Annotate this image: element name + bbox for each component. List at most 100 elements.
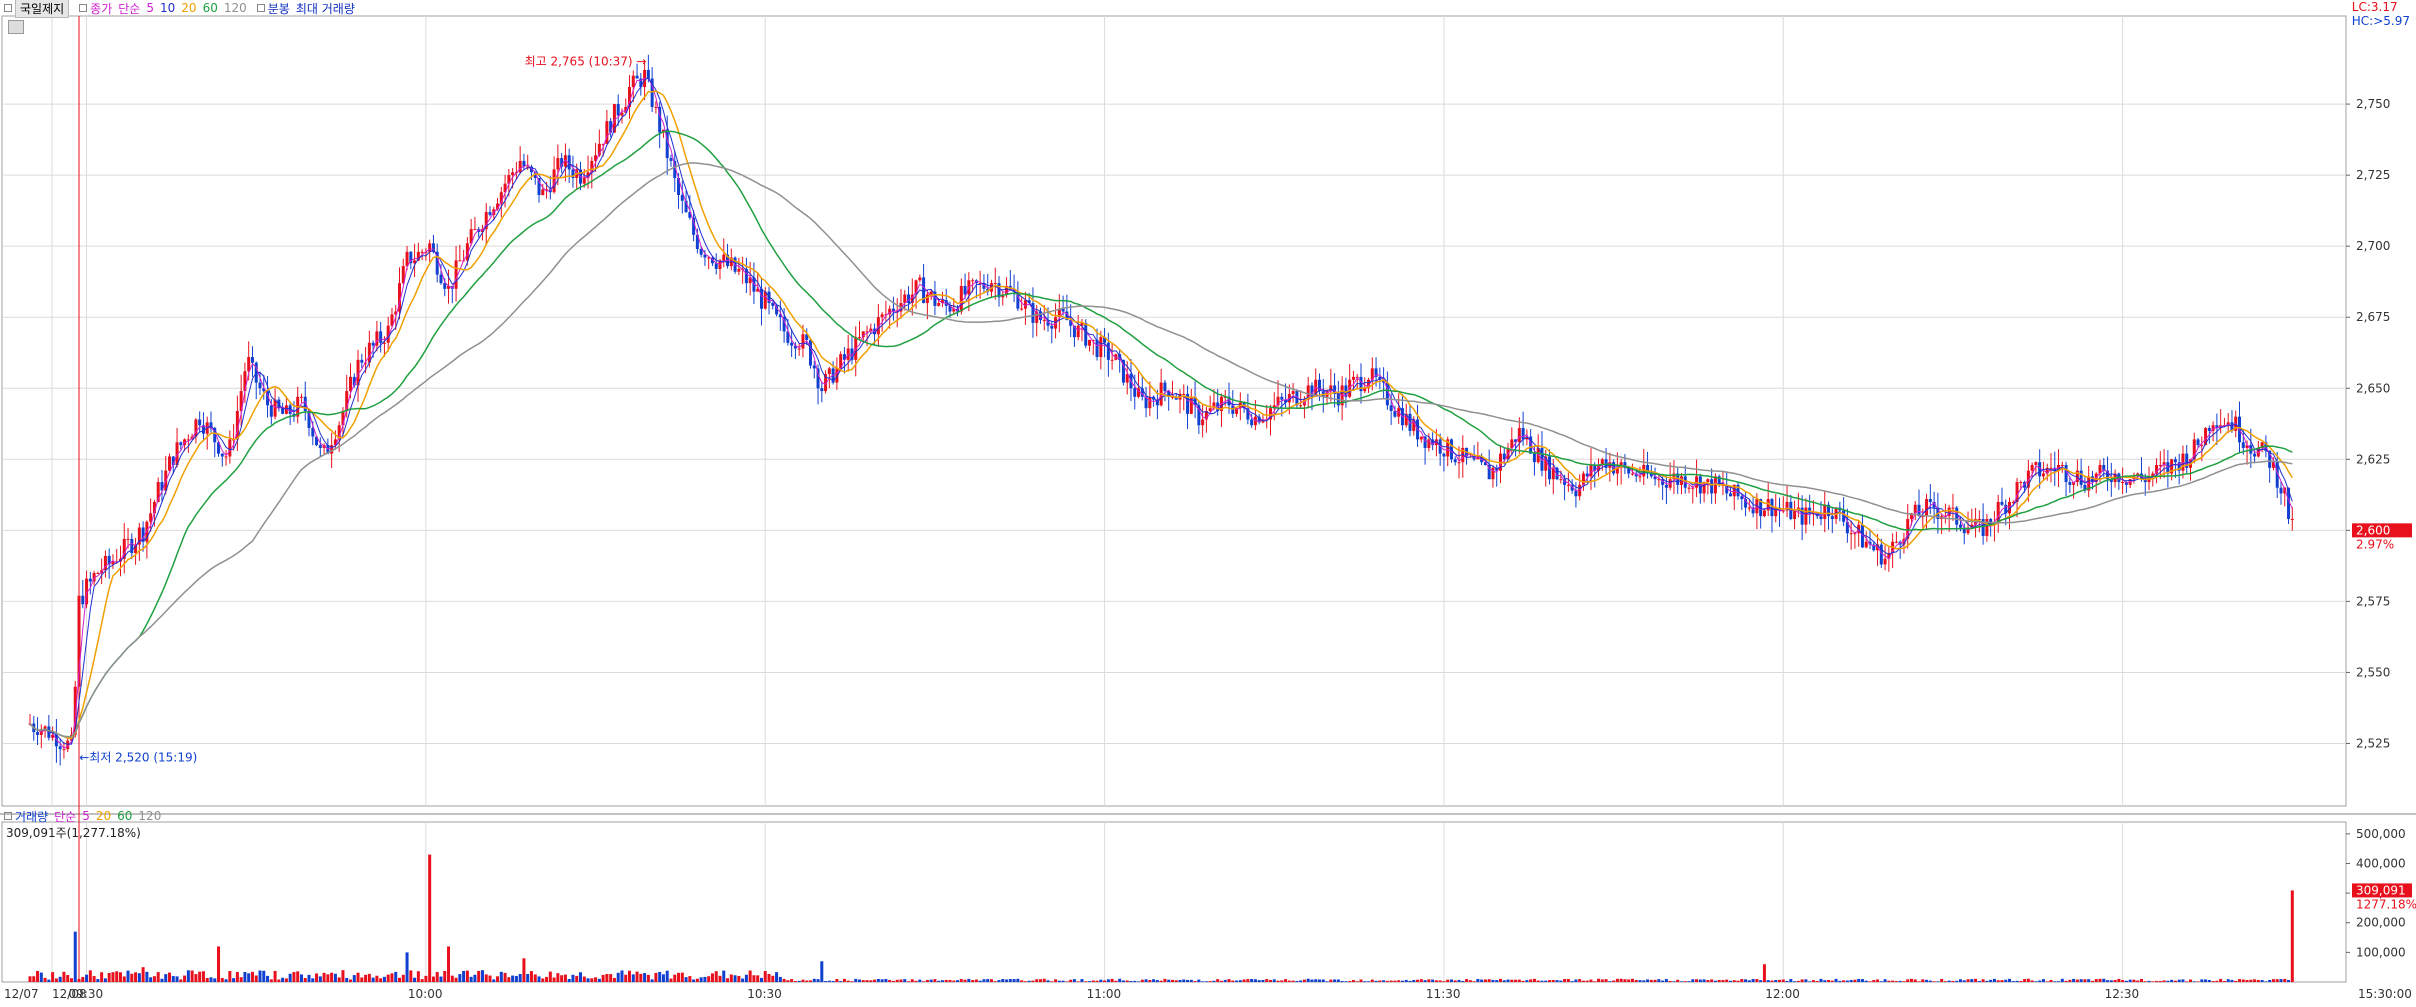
volume-bar [1936, 981, 1940, 982]
candle-body [345, 391, 349, 411]
volume-bar [688, 976, 692, 982]
volume-bar [2079, 979, 2083, 982]
volume-bar [484, 974, 488, 982]
volume-bar [224, 979, 228, 982]
low-marker-label: ←최저 2,520 (15:19) [79, 751, 197, 765]
volume-bar [1231, 980, 1235, 982]
stock-name[interactable]: 국일제지 [15, 0, 70, 18]
candle-body [1698, 476, 1702, 494]
volume-bar [1110, 978, 1114, 982]
candle-body [1642, 464, 1646, 477]
volume-bar [1114, 980, 1118, 982]
volume-bar [2290, 890, 2294, 982]
candle-body [348, 376, 352, 392]
candle-body [386, 325, 390, 343]
collapse-icon[interactable] [4, 4, 12, 12]
volume-bar [318, 976, 322, 982]
volume-bar [401, 974, 405, 982]
volume-bar [450, 975, 454, 982]
candle-body [1574, 490, 1578, 497]
volume-bar [1834, 978, 1838, 982]
volume-bar [416, 971, 420, 982]
volume-bar [1084, 981, 1088, 982]
candle-body [1072, 325, 1076, 338]
candle-body [1201, 419, 1205, 426]
volume-bar [1830, 980, 1834, 982]
mode-icon[interactable] [256, 4, 265, 12]
volume-bar [1951, 980, 1955, 982]
volume-bar [1781, 979, 1785, 982]
candle-body [1005, 285, 1009, 295]
volume-bar [1996, 980, 2000, 982]
candle-body [842, 354, 846, 360]
candle-body [1510, 439, 1514, 448]
candle-body [1389, 405, 1393, 411]
volume-bar [812, 978, 816, 982]
volume-bar [1506, 979, 1510, 982]
volume-bar [1962, 980, 1966, 982]
volume-bar [2034, 981, 2038, 982]
volume-bar [869, 980, 873, 982]
candle-body [820, 388, 824, 392]
candle-body [692, 217, 696, 235]
candle-body [1310, 385, 1314, 397]
candle-body [1114, 354, 1118, 360]
volume-bar [978, 980, 982, 982]
candle-body [1208, 408, 1212, 411]
volume-bar [771, 975, 775, 982]
volume-bar [1755, 979, 1759, 982]
volume-bar [1121, 980, 1125, 982]
candle-body [1314, 379, 1318, 397]
volume-bar [2139, 979, 2143, 982]
volume-bar [85, 974, 89, 982]
candle-body [1585, 473, 1589, 477]
volume-bar [1985, 980, 1989, 982]
menu-icon[interactable] [8, 20, 24, 34]
volume-bar [1321, 979, 1325, 982]
volume-bar [1363, 981, 1367, 982]
volume-bar [2038, 980, 2042, 982]
candle-body [699, 249, 703, 255]
candle-body [1970, 524, 1974, 528]
volume-bar [578, 972, 582, 982]
volume-bar [1144, 979, 1148, 982]
candle-body [43, 726, 47, 730]
candle-body [707, 257, 711, 259]
candle-body [1849, 533, 1853, 535]
volume-bar [1887, 980, 1891, 982]
volume-bar [1076, 981, 1080, 982]
candle-body [337, 425, 341, 440]
volume-bar [51, 972, 55, 982]
volume-bar [1593, 981, 1597, 982]
price-tick-label: 2,625 [2356, 452, 2390, 466]
candle-body [156, 482, 160, 502]
volume-bar [100, 972, 104, 982]
volume-bar [1370, 979, 1374, 982]
candle-body [1246, 408, 1250, 420]
candle-body [2102, 464, 2106, 471]
volume-bar [854, 978, 858, 982]
candle-body [1155, 399, 1159, 406]
volume-bar [793, 981, 797, 982]
candle-body [1981, 518, 1985, 537]
volume-bar [1891, 980, 1895, 982]
candle-body [2008, 501, 2012, 514]
volume-bar [1461, 980, 1465, 982]
candle-body [1593, 464, 1597, 471]
price-tick-label: 2,700 [2356, 239, 2390, 253]
candle-body [88, 578, 92, 582]
candle-body [948, 305, 952, 312]
volume-bar [846, 980, 850, 982]
volume-bar [2158, 980, 2162, 982]
volume-bar [2166, 980, 2170, 982]
volume-bar [1736, 980, 1740, 982]
volume-bar [1555, 980, 1559, 982]
volume-bar [661, 974, 665, 982]
volume-bar [420, 979, 424, 982]
lc-value: LC:3.17 [2351, 0, 2398, 14]
toggle-icon[interactable] [79, 4, 88, 12]
volume-toggle-icon[interactable] [4, 812, 12, 820]
candle-body [891, 308, 895, 312]
volume-bar [2264, 981, 2268, 982]
